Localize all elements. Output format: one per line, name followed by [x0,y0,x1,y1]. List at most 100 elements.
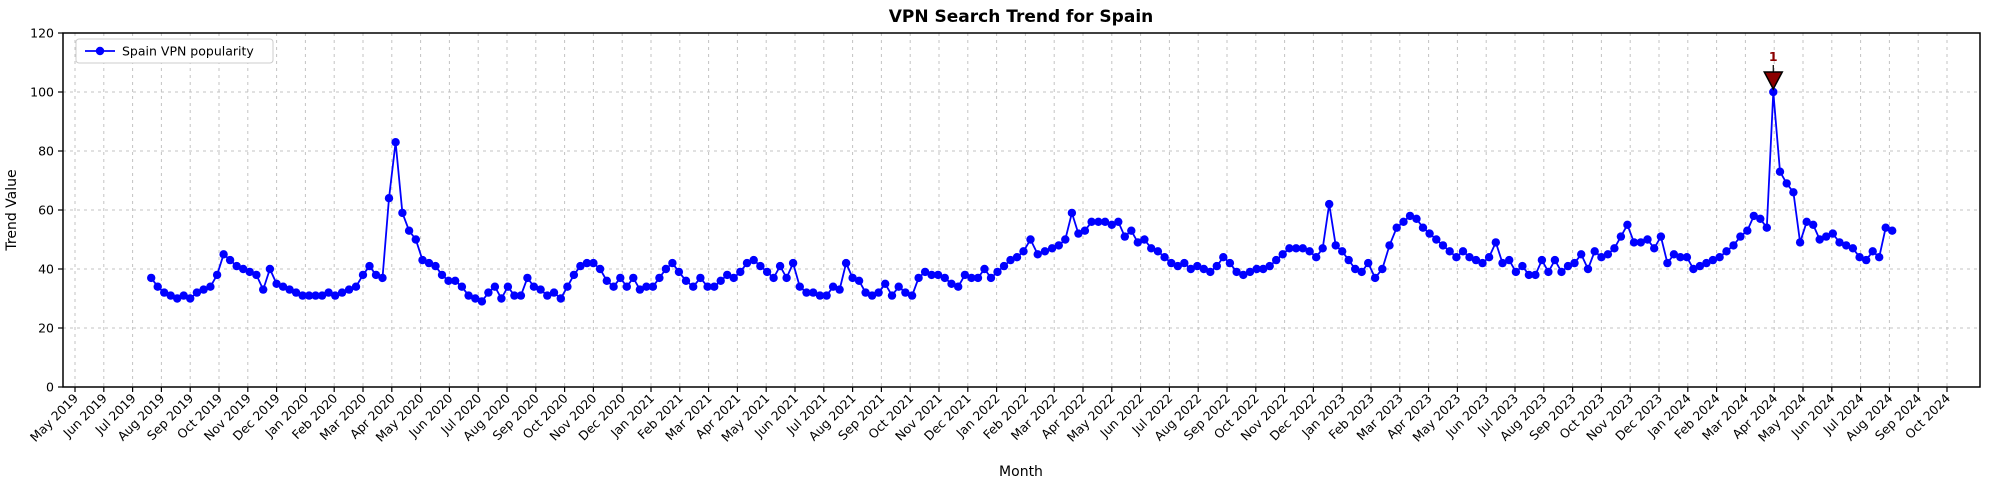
data-point [1405,211,1415,221]
data-point [384,194,394,203]
data-point [576,261,585,271]
y-tick-label: 60 [38,203,54,218]
data-point [1153,247,1163,256]
data-point [648,282,658,291]
plot-frame [62,32,1981,388]
data-point [940,273,949,283]
data-point [999,261,1009,271]
data-point [1173,261,1183,271]
data-point [595,264,605,274]
data-point [1412,214,1421,223]
data-point [1206,267,1215,277]
data-point [1629,238,1639,247]
data-point [516,291,526,300]
data-point [1325,199,1334,209]
data-point [510,291,519,300]
data-point [365,261,374,271]
data-point [973,273,983,283]
data-point [1252,264,1261,274]
data-point [173,294,182,303]
data-point [1636,238,1646,247]
data-point [1180,258,1189,268]
data-point [252,270,261,280]
data-point [331,291,340,300]
data-point [451,276,460,285]
data-point [582,258,592,268]
data-point [1749,211,1759,221]
data-point [1047,244,1057,253]
data-point [1378,264,1387,274]
data-point [344,285,354,294]
data-point [874,288,883,297]
data-point [1357,267,1366,277]
data-point [1577,250,1586,259]
data-point [1438,241,1448,250]
data-point [848,273,857,283]
data-point [503,282,513,291]
data-point [1338,247,1347,256]
data-point [589,258,598,268]
data-point [1743,226,1752,235]
data-point [1212,261,1222,271]
data-point [782,273,791,283]
data-point [1298,244,1308,253]
data-point [1875,253,1884,262]
legend-label: Spain VPN popularity [122,44,254,59]
data-point [828,282,838,291]
data-point [1265,261,1274,271]
data-point [1012,253,1022,262]
data-point [1019,247,1028,256]
data-point [1318,244,1327,253]
y-tick-label: 40 [38,262,54,277]
data-point [1006,255,1015,265]
data-point [788,258,798,268]
data-point [1822,232,1831,241]
data-point [1133,238,1143,247]
data-point [1167,258,1176,268]
grid-lines [63,32,1980,388]
data-point [1471,255,1481,265]
data-point [1186,264,1196,274]
data-point [232,261,241,271]
data-point [457,282,467,291]
data-point [424,258,434,268]
data-point [245,267,254,277]
axis-ticks [58,32,1948,392]
data-point [378,273,387,283]
data-point [1708,255,1718,265]
data-point [729,273,738,283]
data-point [543,291,552,300]
data-point [901,288,910,297]
data-point [642,282,651,291]
data-point [1782,179,1791,188]
data-point [1736,232,1745,241]
data-point [1729,241,1738,250]
data-point [1331,241,1340,250]
data-point [1458,247,1468,256]
data-point [272,279,281,288]
data-point [337,288,347,297]
data-point [854,276,864,285]
data-point [1881,223,1890,232]
data-point [1835,238,1844,247]
data-point [1570,258,1579,268]
data-point [835,285,844,294]
data-point [1245,267,1255,277]
data-point [147,273,156,283]
data-point [795,282,804,291]
data-point [1193,261,1202,271]
data-point [1643,235,1652,244]
data-point [404,226,414,235]
data-point [1491,238,1501,247]
data-point [867,291,877,300]
data-point [1033,250,1042,259]
data-point [674,267,684,277]
data-point [298,291,307,300]
data-point [1669,250,1679,259]
y-tick-label: 120 [30,26,54,41]
data-point [1219,253,1228,262]
data-point [1888,226,1897,235]
trend-line [150,91,1893,303]
data-point [681,276,691,285]
